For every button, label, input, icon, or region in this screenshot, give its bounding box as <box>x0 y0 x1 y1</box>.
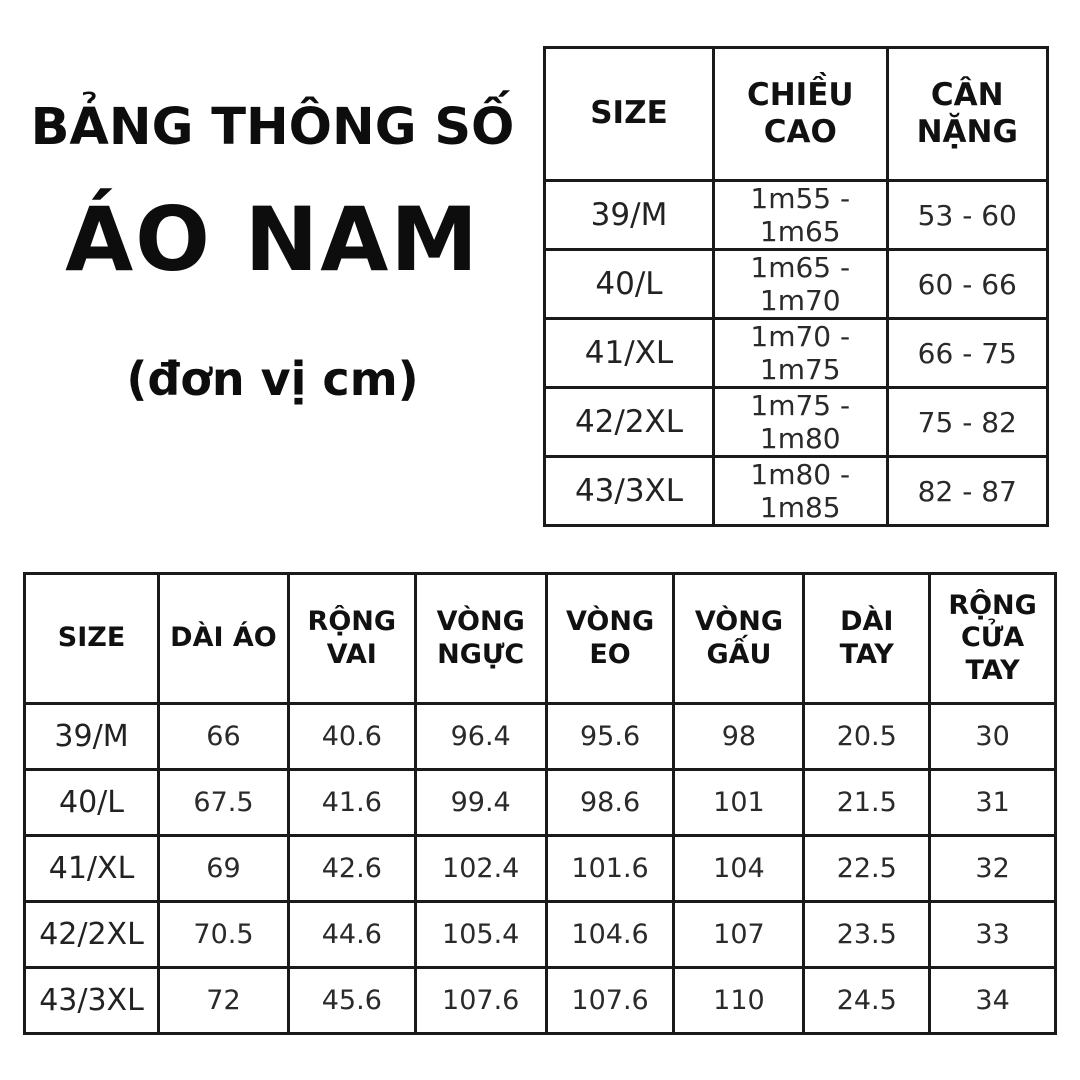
cell-dai-tay: 20.5 <box>802 702 932 771</box>
measurement-table: SIZE DÀI ÁO RỘNG VAI VÒNG NGỰC VÒNG EO V… <box>22 572 1057 1035</box>
header-size: SIZE <box>543 46 715 182</box>
table-row: 39/M 66 40.6 96.4 95.6 98 20.5 30 <box>22 702 1057 771</box>
table-row: 42/2XL 1m75 - 1m80 75 - 82 <box>543 386 1050 458</box>
table-header-row: SIZE CHIỀU CAO CÂN NẶNG <box>543 46 1050 182</box>
cell-dai-ao: 70.5 <box>157 900 290 969</box>
header-size: SIZE <box>22 572 161 705</box>
header-chieu-cao: CHIỀU CAO <box>712 46 889 182</box>
cell-dai-tay: 22.5 <box>802 834 932 903</box>
cell-rong-cua-tay: 31 <box>928 768 1057 837</box>
cell-weight: 82 - 87 <box>885 455 1050 527</box>
page-title: BẢNG THÔNG SỐ ÁO NAM (đơn vị cm) <box>0 98 545 407</box>
cell-rong-vai: 45.6 <box>286 966 417 1035</box>
cell-size: 43/3XL <box>543 455 715 527</box>
cell-rong-cua-tay: 34 <box>928 966 1057 1035</box>
cell-dai-tay: 24.5 <box>802 966 932 1035</box>
cell-size: 43/3XL <box>22 966 161 1035</box>
cell-size: 39/M <box>22 702 161 771</box>
cell-vong-eo: 98.6 <box>544 768 676 837</box>
cell-height: 1m55 - 1m65 <box>712 179 889 251</box>
header-vong-gau: VÒNG GẤU <box>672 572 806 705</box>
cell-vong-nguc: 105.4 <box>413 900 548 969</box>
cell-height: 1m65 - 1m70 <box>712 248 889 320</box>
header-vong-nguc: VÒNG NGỰC <box>413 572 548 705</box>
header-vong-eo: VÒNG EO <box>544 572 676 705</box>
table-row: 41/XL 69 42.6 102.4 101.6 104 22.5 32 <box>22 834 1057 903</box>
cell-dai-ao: 67.5 <box>157 768 290 837</box>
cell-size: 41/XL <box>543 317 715 389</box>
cell-size: 41/XL <box>22 834 161 903</box>
header-rong-vai: RỘNG VAI <box>286 572 417 705</box>
table-row: 40/L 1m65 - 1m70 60 - 66 <box>543 248 1050 320</box>
cell-rong-cua-tay: 33 <box>928 900 1057 969</box>
cell-vong-gau: 101 <box>672 768 806 837</box>
table-row: 43/3XL 72 45.6 107.6 107.6 110 24.5 34 <box>22 966 1057 1035</box>
cell-rong-vai: 41.6 <box>286 768 417 837</box>
cell-weight: 66 - 75 <box>885 317 1050 389</box>
cell-size: 40/L <box>543 248 715 320</box>
table-row: 43/3XL 1m80 - 1m85 82 - 87 <box>543 455 1050 527</box>
cell-vong-gau: 98 <box>672 702 806 771</box>
cell-dai-tay: 21.5 <box>802 768 932 837</box>
cell-vong-eo: 95.6 <box>544 702 676 771</box>
height-weight-table: SIZE CHIỀU CAO CÂN NẶNG 39/M 1m55 - 1m65… <box>543 46 1050 527</box>
cell-vong-nguc: 102.4 <box>413 834 548 903</box>
cell-vong-gau: 104 <box>672 834 806 903</box>
cell-weight: 53 - 60 <box>885 179 1050 251</box>
cell-rong-cua-tay: 32 <box>928 834 1057 903</box>
cell-vong-nguc: 99.4 <box>413 768 548 837</box>
table-row: 41/XL 1m70 - 1m75 66 - 75 <box>543 317 1050 389</box>
cell-rong-vai: 44.6 <box>286 900 417 969</box>
header-dai-tay: DÀI TAY <box>802 572 932 705</box>
cell-vong-gau: 110 <box>672 966 806 1035</box>
cell-dai-ao: 69 <box>157 834 290 903</box>
table-header-row: SIZE DÀI ÁO RỘNG VAI VÒNG NGỰC VÒNG EO V… <box>22 572 1057 705</box>
cell-height: 1m70 - 1m75 <box>712 317 889 389</box>
cell-size: 42/2XL <box>543 386 715 458</box>
cell-vong-gau: 107 <box>672 900 806 969</box>
cell-height: 1m80 - 1m85 <box>712 455 889 527</box>
table-row: 42/2XL 70.5 44.6 105.4 104.6 107 23.5 33 <box>22 900 1057 969</box>
cell-vong-eo: 107.6 <box>544 966 676 1035</box>
cell-dai-tay: 23.5 <box>802 900 932 969</box>
page-title-unit: (đơn vị cm) <box>126 352 419 407</box>
cell-rong-vai: 42.6 <box>286 834 417 903</box>
header-dai-ao: DÀI ÁO <box>157 572 290 705</box>
cell-vong-eo: 101.6 <box>544 834 676 903</box>
cell-dai-ao: 72 <box>157 966 290 1035</box>
cell-height: 1m75 - 1m80 <box>712 386 889 458</box>
cell-vong-nguc: 107.6 <box>413 966 548 1035</box>
cell-rong-cua-tay: 30 <box>928 702 1057 771</box>
table-row: 39/M 1m55 - 1m65 53 - 60 <box>543 179 1050 251</box>
header-can-nang: CÂN NẶNG <box>885 46 1050 182</box>
cell-dai-ao: 66 <box>157 702 290 771</box>
cell-size: 39/M <box>543 179 715 251</box>
table-row: 40/L 67.5 41.6 99.4 98.6 101 21.5 31 <box>22 768 1057 837</box>
cell-vong-eo: 104.6 <box>544 900 676 969</box>
cell-weight: 75 - 82 <box>885 386 1050 458</box>
page-title-line2: ÁO NAM <box>65 188 480 292</box>
cell-vong-nguc: 96.4 <box>413 702 548 771</box>
page-title-line1: BẢNG THÔNG SỐ <box>30 98 515 157</box>
cell-size: 40/L <box>22 768 161 837</box>
header-rong-cua-tay: RỘNG CỬA TAY <box>928 572 1057 705</box>
cell-weight: 60 - 66 <box>885 248 1050 320</box>
cell-size: 42/2XL <box>22 900 161 969</box>
cell-rong-vai: 40.6 <box>286 702 417 771</box>
